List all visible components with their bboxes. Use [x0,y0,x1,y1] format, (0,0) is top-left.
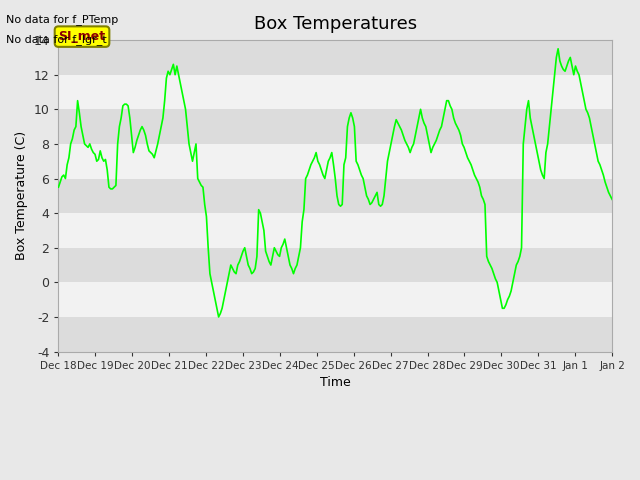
Text: No data for f_PTemp: No data for f_PTemp [6,14,118,25]
Bar [58,40,612,75]
Bar [58,144,612,179]
Y-axis label: Box Temperature (C): Box Temperature (C) [15,131,28,260]
Bar [58,282,612,317]
Bar [58,248,612,282]
Title: Box Temperatures: Box Temperatures [253,15,417,33]
X-axis label: Time: Time [320,376,351,389]
Text: SI_met: SI_met [58,30,106,43]
Text: No data for f_lgr_t: No data for f_lgr_t [6,34,107,45]
Bar [58,109,612,144]
Bar [58,179,612,213]
Legend:  [330,404,340,414]
Bar [58,317,612,351]
Bar [58,213,612,248]
Bar [58,75,612,109]
